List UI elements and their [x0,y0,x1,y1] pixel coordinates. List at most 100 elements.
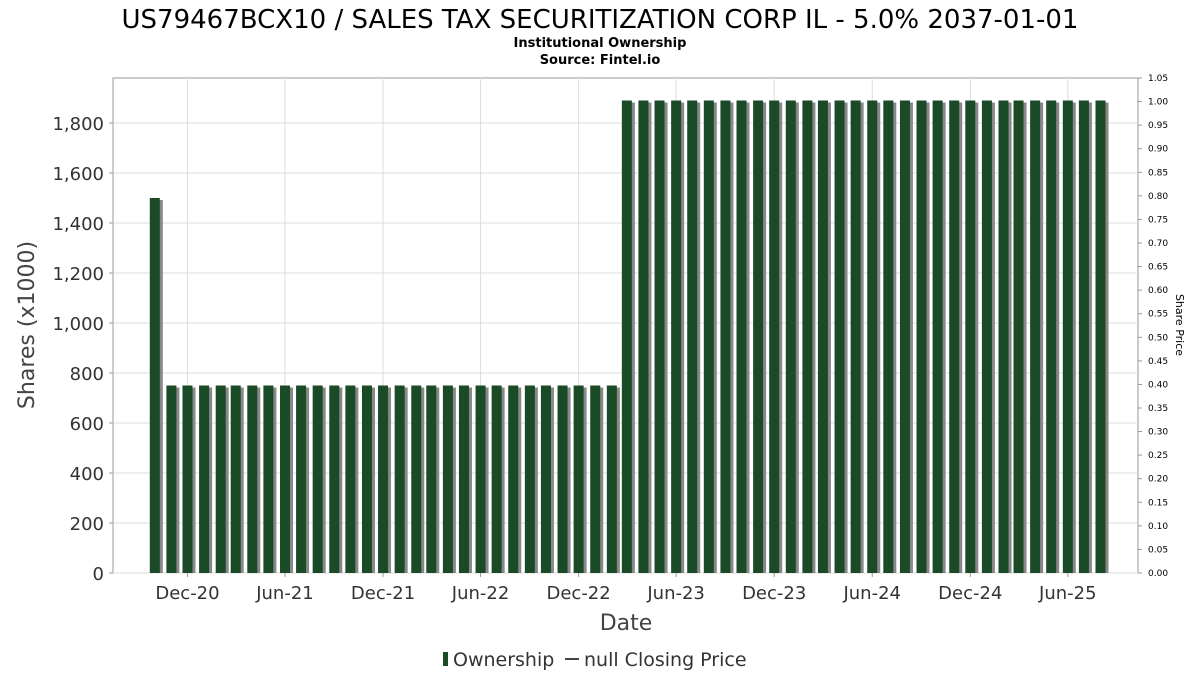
ownership-bar [720,100,731,573]
y2-tick-label: 0.90 [1148,145,1168,155]
x-tick-label: Dec-24 [938,583,1002,604]
y2-tick-label: 0.05 [1148,545,1168,555]
legend-ownership-swatch [443,652,448,666]
y2-tick-label: 0.30 [1148,428,1168,438]
ownership-bar [932,100,943,573]
ownership-bar [345,385,356,573]
y2-tick-label: 0.70 [1148,239,1168,249]
ownership-bar [916,100,927,573]
ownership-bar [867,100,878,573]
ownership-bar [965,100,976,573]
ownership-bar [475,385,486,573]
ownership-bar [230,385,241,573]
y-tick-label: 600 [70,414,104,435]
x-axis-label: Date [600,611,653,636]
ownership-bar [899,100,910,573]
y2-tick-label: 0.65 [1148,263,1168,273]
ownership-bar [411,385,422,573]
ownership-bar [606,385,617,573]
y2-tick-label: 0.95 [1148,121,1168,131]
ownership-bar [703,100,714,573]
ownership-bar [817,100,828,573]
ownership-bar [329,385,340,573]
ownership-bar [753,100,764,573]
ownership-bar [802,100,813,573]
ownership-bar [442,385,453,573]
ownership-bar [508,385,519,573]
ownership-bar [215,385,226,573]
y2-tick-label: 0.55 [1148,310,1168,320]
y-tick-label: 0 [93,564,104,585]
ownership-bar [621,100,632,573]
ownership-bar [654,100,665,573]
ownership-bar [769,100,780,573]
legend: Ownership null Closing Price [443,649,747,671]
y-tick-label: 1,000 [52,314,104,335]
y2-tick-label: 0.75 [1148,215,1168,225]
y2-axis-ticks: 0.00 0.05 0.10 0.15 0.20 0.25 0.30 0.35 0.40 0.45… [1138,74,1168,579]
ownership-bar [540,385,551,573]
ownership-bar [981,100,992,573]
ownership-bar [671,100,682,573]
chart-title: US79467BCX10 / SALES TAX SECURITIZATION … [122,5,1079,35]
y-tick-label: 1,400 [52,214,104,235]
ownership-bar [279,385,290,573]
x-tick-label: Dec-20 [155,583,219,604]
ownership-bar [458,385,469,573]
ownership-bar [199,385,210,573]
ownership-bar [263,385,274,573]
legend-ownership-label: Ownership [453,649,554,671]
ownership-bar [883,100,894,573]
x-tick-label: Dec-21 [351,583,415,604]
ownership-bar [182,385,193,573]
y2-tick-label: 0.25 [1148,451,1168,461]
ownership-bar [1013,100,1024,573]
chart-subtitle: Institutional Ownership [514,36,687,51]
y2-tick-label: 0.60 [1148,286,1168,296]
y2-tick-label: 0.80 [1148,192,1168,202]
y-tick-label: 400 [70,464,104,485]
ownership-bar [378,385,389,573]
ownership-bar [687,100,698,573]
y2-tick-label: 1.00 [1148,98,1168,108]
ownership-bar [998,100,1009,573]
ownership-bar [1046,100,1057,573]
ownership-bar [361,385,372,573]
y2-tick-label: 0.40 [1148,380,1168,390]
x-tick-label: Jun-24 [842,583,901,604]
x-tick-label: Jun-25 [1038,583,1097,604]
x-tick-label: Dec-23 [742,583,806,604]
ownership-bar [247,385,258,573]
x-tick-label: Dec-22 [546,583,610,604]
y2-tick-label: 1.05 [1148,74,1168,84]
ownership-bar [590,385,601,573]
ownership-bar [850,100,861,573]
x-axis-ticks: Dec-20 Jun-21 Dec-21 Jun-22 Dec-22 Jun-23 Dec-… [155,573,1097,604]
y2-tick-label: 0.35 [1148,404,1168,414]
y2-tick-label: 0.85 [1148,168,1168,178]
y2-tick-label: 0.00 [1148,569,1168,579]
ownership-bar [736,100,747,573]
ownership-bar [296,385,307,573]
y2-tick-label: 0.50 [1148,333,1168,343]
ownership-bar [949,100,960,573]
x-tick-label: Jun-23 [646,583,705,604]
ownership-bar [394,385,405,573]
ownership-bar [166,385,177,573]
chart-source: Source: Fintel.io [540,53,661,68]
ownership-bar [785,100,796,573]
y2-tick-label: 0.15 [1148,498,1168,508]
y-tick-label: 1,600 [52,164,104,185]
ownership-bar [638,100,649,573]
ownership-bar [149,198,160,573]
y-tick-label: 200 [70,514,104,535]
ownership-bar [573,385,584,573]
ownership-bar [1095,100,1106,573]
y2-axis-label: Share Price [1173,294,1186,356]
x-tick-label: Jun-22 [451,583,510,604]
y2-tick-label: 0.10 [1148,522,1168,532]
ownership-bar [1062,100,1073,573]
y-axis-ticks: 0 200 400 600 800 1,000 1,200 1,400 1,600 1,800 [52,114,113,585]
ownership-bars [149,100,1109,573]
